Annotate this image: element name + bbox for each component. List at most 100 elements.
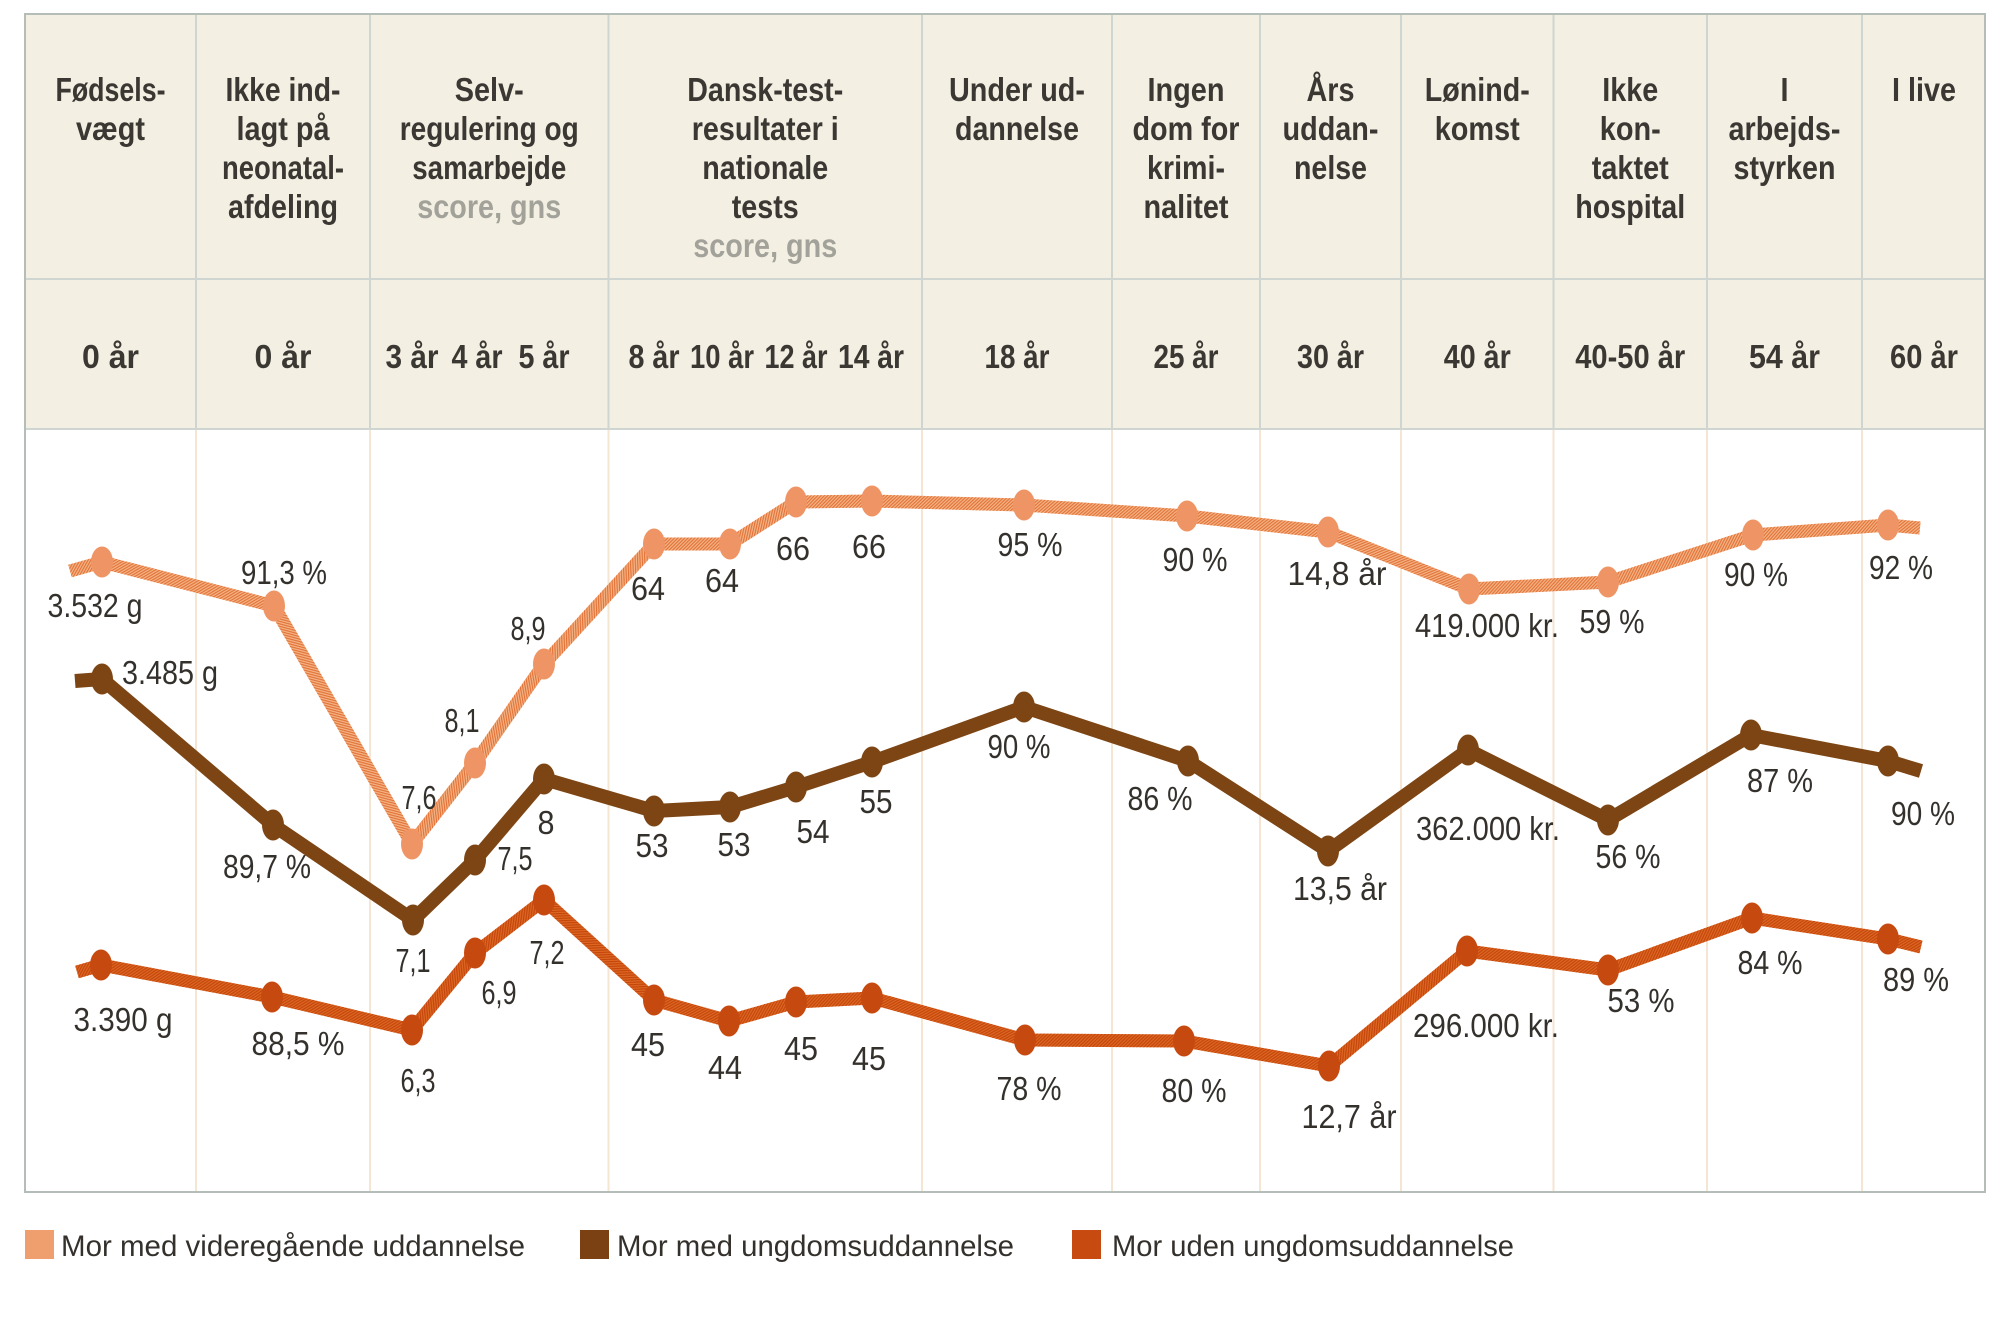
svg-text:Lønind-: Lønind- — [1425, 71, 1530, 108]
svg-text:56 %: 56 % — [1596, 838, 1661, 875]
svg-text:59 %: 59 % — [1580, 603, 1645, 640]
svg-text:score, gns: score, gns — [417, 188, 561, 225]
svg-text:53: 53 — [718, 826, 751, 863]
svg-text:nalitet: nalitet — [1144, 188, 1229, 225]
svg-text:7,1: 7,1 — [396, 942, 431, 979]
svg-text:10 år: 10 år — [690, 338, 754, 375]
svg-text:resultater i: resultater i — [692, 110, 839, 147]
svg-text:45: 45 — [784, 1030, 818, 1067]
svg-text:regulering og: regulering og — [400, 110, 579, 147]
svg-text:uddan-: uddan- — [1283, 110, 1379, 147]
svg-text:3.485 g: 3.485 g — [122, 654, 218, 691]
svg-text:3.532 g: 3.532 g — [48, 587, 143, 624]
svg-text:tests: tests — [732, 188, 799, 225]
svg-text:45: 45 — [852, 1040, 886, 1077]
svg-text:Under ud-: Under ud- — [949, 71, 1085, 108]
svg-text:vægt: vægt — [76, 110, 145, 147]
svg-text:Ikke ind-: Ikke ind- — [226, 71, 341, 108]
svg-text:Mor med videregående uddannels: Mor med videregående uddannelse — [61, 1230, 525, 1263]
svg-text:5 år: 5 år — [519, 338, 570, 375]
svg-text:90 %: 90 % — [1891, 795, 1955, 832]
svg-text:54 år: 54 år — [1749, 338, 1820, 375]
svg-text:styrken: styrken — [1734, 149, 1836, 186]
svg-text:nationale: nationale — [702, 149, 828, 186]
svg-text:neonatal-: neonatal- — [222, 149, 344, 186]
svg-text:84 %: 84 % — [1738, 944, 1803, 981]
svg-text:6,3: 6,3 — [401, 1062, 436, 1099]
svg-text:90 %: 90 % — [1724, 556, 1788, 593]
svg-text:hospital: hospital — [1575, 188, 1685, 225]
svg-text:7,5: 7,5 — [498, 840, 533, 877]
svg-text:Fødsels-: Fødsels- — [56, 71, 166, 108]
svg-text:44: 44 — [708, 1049, 742, 1086]
svg-text:3 år: 3 år — [386, 338, 439, 375]
svg-text:60 år: 60 år — [1890, 338, 1958, 375]
svg-text:92 %: 92 % — [1869, 549, 1933, 586]
svg-text:12 år: 12 år — [765, 338, 828, 375]
svg-text:14 år: 14 år — [838, 338, 904, 375]
svg-text:0 år: 0 år — [82, 338, 139, 375]
svg-text:komst: komst — [1435, 110, 1520, 147]
svg-text:I live: I live — [1892, 71, 1956, 108]
svg-text:Mor med ungdomsuddannelse: Mor med ungdomsuddannelse — [617, 1230, 1014, 1263]
svg-text:4 år: 4 år — [452, 338, 503, 375]
svg-text:13,5 år: 13,5 år — [1293, 870, 1387, 907]
svg-text:dom for: dom for — [1133, 110, 1240, 147]
svg-text:Mor uden ungdomsuddannelse: Mor uden ungdomsuddannelse — [1112, 1230, 1514, 1263]
svg-text:86 %: 86 % — [1128, 780, 1193, 817]
svg-text:30 år: 30 år — [1297, 338, 1364, 375]
svg-text:Dansk-test-: Dansk-test- — [687, 71, 843, 108]
svg-text:64: 64 — [631, 570, 665, 607]
svg-text:66: 66 — [852, 528, 886, 565]
svg-text:14,8 år: 14,8 år — [1288, 555, 1387, 592]
svg-text:90 %: 90 % — [1163, 541, 1228, 578]
svg-text:95 %: 95 % — [998, 526, 1063, 563]
svg-text:krimi-: krimi- — [1147, 149, 1225, 186]
svg-text:40-50 år: 40-50 år — [1575, 338, 1685, 375]
svg-text:samarbejde: samarbejde — [412, 149, 566, 186]
svg-text:7,6: 7,6 — [402, 779, 437, 816]
svg-text:7,2: 7,2 — [530, 934, 565, 971]
svg-text:91,3 %: 91,3 % — [241, 554, 327, 591]
svg-text:25 år: 25 år — [1154, 338, 1219, 375]
svg-text:8,9: 8,9 — [511, 610, 546, 647]
svg-text:nelse: nelse — [1294, 149, 1367, 186]
svg-text:419.000 kr.: 419.000 kr. — [1415, 607, 1559, 644]
svg-text:40 år: 40 år — [1444, 338, 1511, 375]
svg-text:afdeling: afdeling — [228, 188, 338, 225]
svg-text:89 %: 89 % — [1883, 961, 1949, 998]
svg-text:78 %: 78 % — [997, 1070, 1062, 1107]
svg-text:0 år: 0 år — [255, 338, 312, 375]
svg-text:kon-: kon- — [1600, 110, 1661, 147]
svg-text:53 %: 53 % — [1608, 982, 1675, 1019]
svg-text:296.000 kr.: 296.000 kr. — [1413, 1007, 1559, 1044]
svg-text:90 %: 90 % — [988, 728, 1051, 765]
svg-text:64: 64 — [705, 562, 739, 599]
svg-text:54: 54 — [797, 813, 830, 850]
svg-text:80 %: 80 % — [1162, 1072, 1227, 1109]
svg-text:I: I — [1781, 71, 1789, 108]
svg-text:3.390 g: 3.390 g — [74, 1001, 173, 1038]
svg-text:8,1: 8,1 — [445, 702, 480, 739]
svg-text:55: 55 — [860, 783, 893, 820]
svg-text:Ingen: Ingen — [1148, 71, 1225, 108]
svg-text:66: 66 — [776, 530, 810, 567]
svg-text:lagt på: lagt på — [237, 110, 331, 147]
svg-text:Års: Års — [1307, 71, 1355, 108]
svg-text:12,7 år: 12,7 år — [1302, 1098, 1397, 1135]
svg-text:8: 8 — [538, 804, 555, 841]
svg-text:taktet: taktet — [1592, 149, 1669, 186]
svg-text:362.000 kr.: 362.000 kr. — [1416, 810, 1560, 847]
svg-text:18 år: 18 år — [985, 338, 1050, 375]
svg-text:6,9: 6,9 — [482, 974, 517, 1011]
svg-text:87 %: 87 % — [1747, 762, 1813, 799]
svg-text:89,7 %: 89,7 % — [223, 848, 311, 885]
svg-text:Ikke: Ikke — [1602, 71, 1658, 108]
svg-text:8 år: 8 år — [629, 338, 680, 375]
svg-text:score, gns: score, gns — [693, 227, 837, 264]
svg-text:arbejds-: arbejds- — [1729, 110, 1841, 147]
svg-text:88,5 %: 88,5 % — [252, 1025, 345, 1062]
svg-text:Selv-: Selv- — [455, 71, 524, 108]
svg-text:45: 45 — [631, 1026, 665, 1063]
svg-text:dannelse: dannelse — [955, 110, 1079, 147]
